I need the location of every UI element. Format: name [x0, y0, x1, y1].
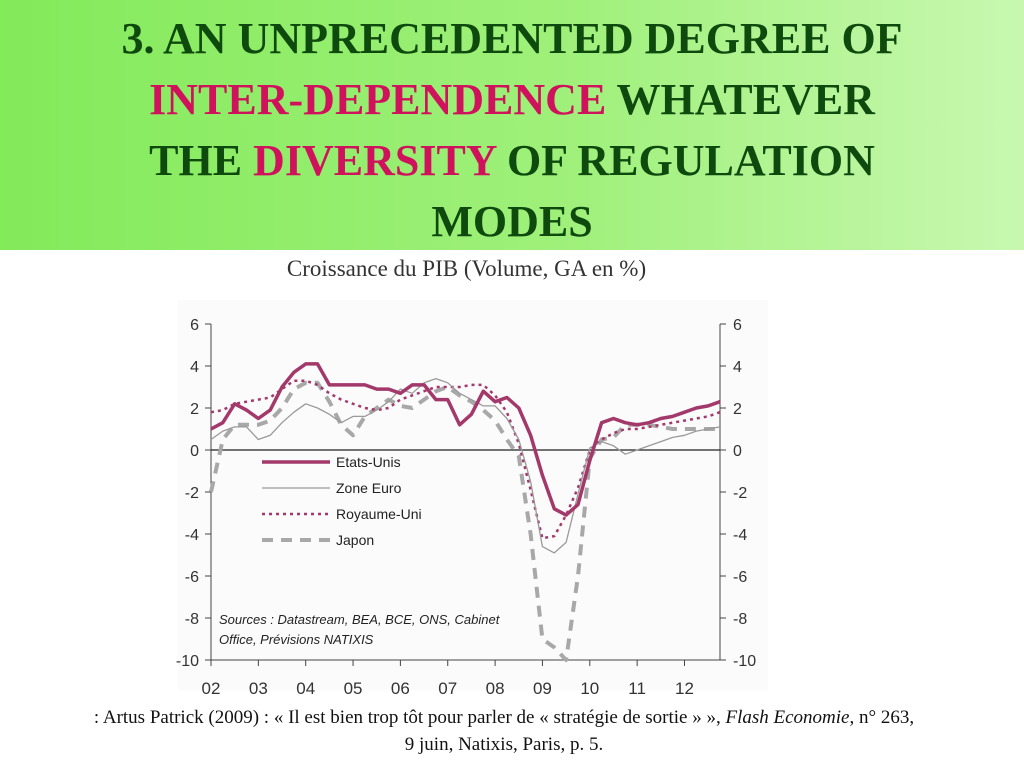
series-line-royaume-uni [210, 379, 721, 540]
title-of-regulation: OF REGULATION [495, 136, 875, 185]
legend-label-japon: Japon [336, 532, 374, 548]
y-tick-label-right: 0 [733, 443, 742, 460]
x-tick-label: 04 [296, 679, 315, 698]
y-tick-label-right: -8 [733, 611, 747, 628]
title-line-1: 3. AN UNPRECEDENTED DEGREE OF [121, 14, 903, 63]
y-tick-label-right: -6 [733, 569, 747, 586]
chart-title: Croissance du PIB (Volume, GA en %) [286, 256, 647, 281]
x-tick-label: 08 [486, 679, 505, 698]
x-tick-label: 03 [249, 679, 268, 698]
y-tick-label-left: -8 [185, 611, 199, 628]
legend-label-zone-euro: Zone Euro [336, 480, 402, 496]
x-tick-label: 06 [391, 679, 410, 698]
y-tick-label-right: -2 [733, 485, 747, 502]
y-tick-label-left: -2 [185, 485, 199, 502]
y-tick-label-left: 4 [190, 359, 199, 376]
annotation-line-2: Office, Prévisions NATIXIS [219, 632, 374, 647]
annotation-line-1: Sources : Datastream, BEA, BCE, ONS, Cab… [219, 612, 501, 627]
x-tick-label: 12 [675, 679, 694, 698]
y-tick-label-left: -10 [176, 653, 199, 670]
chart-series [209, 362, 721, 662]
source-citation: : Artus Patrick (2009) : « Il est bien t… [93, 707, 726, 728]
x-tick-label: 10 [580, 679, 599, 698]
title-highlight-interdependence: INTER-DEPENDENCE [149, 75, 607, 124]
x-tick-label: 09 [533, 679, 552, 698]
slide-title: 3. AN UNPRECEDENTED DEGREE OF INTER-DEPE… [20, 8, 1004, 252]
y-tick-label-left: -4 [185, 527, 199, 544]
chart-annotation: Sources : Datastream, BEA, BCE, ONS, Cab… [219, 612, 501, 647]
series-line-zone-euro [210, 377, 721, 554]
y-tick-label-right: -4 [733, 527, 747, 544]
y-tick-label-left: 6 [190, 317, 199, 334]
y-tick-label-left: 0 [190, 443, 199, 460]
x-tick-label: 05 [344, 679, 363, 698]
source-issue: , n° 263, [849, 707, 915, 728]
legend-label-royaume-uni: Royaume-Uni [336, 506, 422, 522]
y-tick-label-right: 2 [733, 401, 742, 418]
title-line-4: MODES [431, 197, 593, 246]
chart-legend: Etats-Unis Zone Euro Royaume-Uni Japon [262, 454, 422, 548]
series-line-etats-unis [210, 362, 721, 517]
source-date: 9 juin, Natixis, Paris, p. 5. [404, 734, 604, 755]
y-tick-label-left: -6 [185, 569, 199, 586]
y-tick-label-right: 4 [733, 359, 742, 376]
y-tick-label-left: 2 [190, 401, 199, 418]
title-the: THE [149, 136, 254, 185]
y-tick-label-right: 6 [733, 317, 742, 334]
slide-header: 3. AN UNPRECEDENTED DEGREE OF INTER-DEPE… [0, 0, 1024, 250]
x-tick-label: 07 [438, 679, 457, 698]
title-highlight-diversity: DIVERSITY [253, 136, 496, 185]
source-note: : Artus Patrick (2009) : « Il est bien t… [0, 704, 1014, 758]
x-tick-label: 11 [628, 679, 646, 698]
title-whatever: WHATEVER [606, 75, 875, 124]
source-journal: Flash Economie [725, 707, 850, 728]
y-tick-label-right: -10 [733, 653, 756, 670]
legend-label-etats-unis: Etats-Unis [336, 454, 401, 470]
x-tick-label: 02 [202, 679, 221, 698]
plot-background [178, 300, 768, 690]
